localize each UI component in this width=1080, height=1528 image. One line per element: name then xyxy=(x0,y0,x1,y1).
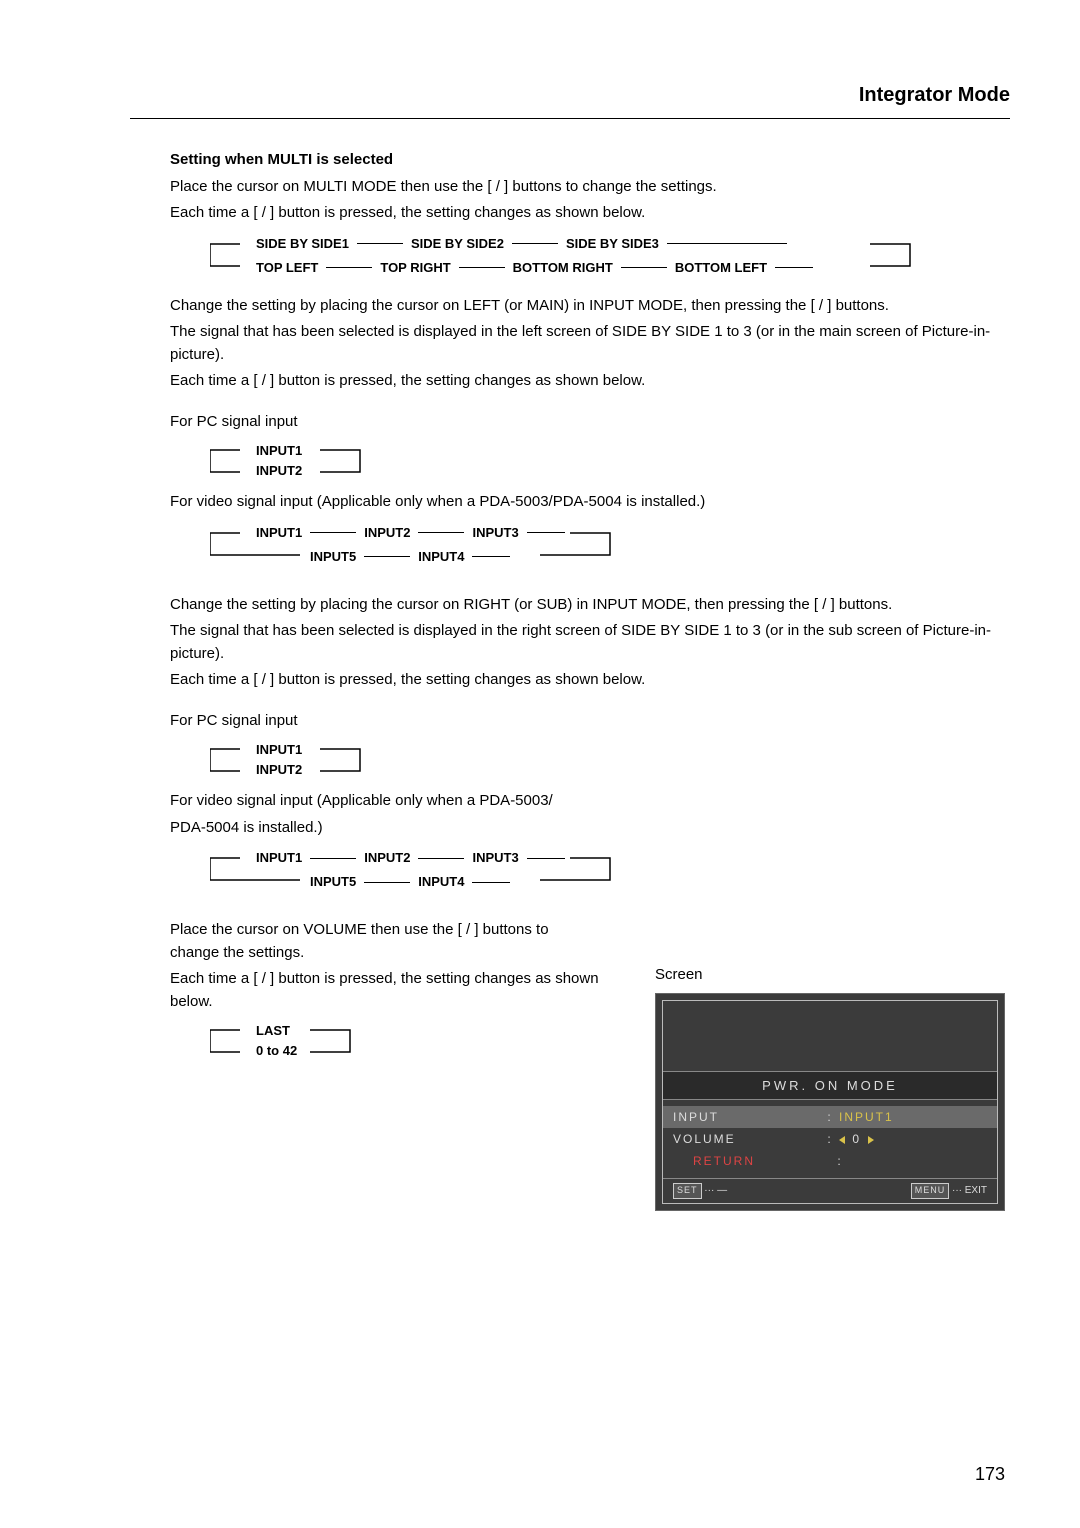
section-line1: Place the cursor on MULTI MODE then use … xyxy=(170,176,1010,199)
flow-item: INPUT5 xyxy=(310,872,356,892)
flow-item: SIDE BY SIDE1 xyxy=(256,234,349,254)
flow-item: INPUT1 xyxy=(256,441,302,461)
flow-item: INPUT2 xyxy=(364,523,410,543)
flow-pc-input-2: INPUT1 INPUT2 xyxy=(210,740,1010,780)
screen-row-input: INPUT : INPUT1 xyxy=(663,1106,997,1128)
flow-pc-input: INPUT1 INPUT2 xyxy=(210,441,1010,481)
screen-val: 0 xyxy=(839,1130,987,1148)
pc-signal-label-2: For PC signal input xyxy=(170,710,1010,733)
flow-item: INPUT1 xyxy=(256,523,302,543)
flow-item: INPUT3 xyxy=(472,848,518,868)
flow-item: INPUT4 xyxy=(418,872,464,892)
flow-video-input: INPUT1 INPUT2 INPUT3 INPUT5 INPUT4 xyxy=(210,522,1010,566)
video-signal-label-1: For video signal input (Applicable only … xyxy=(170,491,1010,514)
flow-item: SIDE BY SIDE3 xyxy=(566,234,659,254)
flow-item: INPUT3 xyxy=(472,523,518,543)
para4-l2: Each time a [ / ] button is pressed, the… xyxy=(170,968,600,1013)
flow-multi-mode: SIDE BY SIDE1 SIDE BY SIDE2 SIDE BY SIDE… xyxy=(210,233,1010,277)
flow-item: TOP RIGHT xyxy=(380,258,450,278)
screen-return: RETURN xyxy=(673,1152,831,1170)
page-title: Integrator Mode xyxy=(130,80,1010,110)
flow-item: INPUT2 xyxy=(364,848,410,868)
screen-row-return: RETURN : xyxy=(663,1150,997,1172)
flow-item: INPUT5 xyxy=(310,547,356,567)
flow-item: SIDE BY SIDE2 xyxy=(411,234,504,254)
video-signal-label-2b: PDA-5004 is installed.) xyxy=(170,817,1010,840)
title-rule xyxy=(130,118,1010,119)
section-heading: Setting when MULTI is selected xyxy=(170,149,1010,172)
para3-l3: Each time a [ / ] button is pressed, the… xyxy=(170,669,1010,692)
flow-item: INPUT2 xyxy=(256,461,302,481)
screen-title: PWR. ON MODE xyxy=(663,1071,997,1101)
screen-preview: Screen PWR. ON MODE INPUT : INPUT1 VOLUM… xyxy=(655,964,1005,1211)
page-number: 173 xyxy=(975,1461,1005,1488)
screen-vol-value: 0 xyxy=(852,1132,861,1146)
screen-val: INPUT1 xyxy=(839,1108,987,1126)
menu-button-icon: MENU xyxy=(911,1183,950,1199)
section-line2: Each time a [ / ] button is pressed, the… xyxy=(170,202,1010,225)
footer-exit: EXIT xyxy=(965,1185,987,1196)
para2-l1: Change the setting by placing the cursor… xyxy=(170,295,1010,318)
flow-item: INPUT1 xyxy=(256,740,302,760)
screen-row-volume: VOLUME : 0 xyxy=(663,1128,997,1150)
flow-item: INPUT2 xyxy=(256,760,302,780)
flow-item: BOTTOM RIGHT xyxy=(513,258,613,278)
screen-label: Screen xyxy=(655,964,1005,987)
para-volume: Place the cursor on VOLUME then use the … xyxy=(170,919,600,1013)
para2-l2: The signal that has been selected is dis… xyxy=(170,321,1010,366)
para2-l3: Each time a [ / ] button is pressed, the… xyxy=(170,370,1010,393)
screen-footer: SET ··· — MENU ··· EXIT xyxy=(663,1178,997,1203)
flow-item: INPUT1 xyxy=(256,848,302,868)
para3-l1: Change the setting by placing the cursor… xyxy=(170,594,1010,617)
flow-item: 0 to 42 xyxy=(256,1041,297,1061)
screen-box: PWR. ON MODE INPUT : INPUT1 VOLUME : 0 R… xyxy=(655,993,1005,1211)
para-left-main: Change the setting by placing the cursor… xyxy=(170,295,1010,393)
pc-signal-label: For PC signal input xyxy=(170,411,1010,434)
triangle-left-icon xyxy=(839,1136,845,1144)
screen-key: INPUT xyxy=(673,1108,821,1126)
set-button-icon: SET xyxy=(673,1183,702,1199)
screen-key: VOLUME xyxy=(673,1130,821,1148)
para3-l2: The signal that has been selected is dis… xyxy=(170,620,1010,665)
flow-item: BOTTOM LEFT xyxy=(675,258,767,278)
para-right-sub: Change the setting by placing the cursor… xyxy=(170,594,1010,692)
footer-dots: ··· — xyxy=(704,1185,727,1196)
para4-l1: Place the cursor on VOLUME then use the … xyxy=(170,919,600,964)
footer-dots: ··· xyxy=(952,1185,962,1196)
flow-item: LAST xyxy=(256,1021,290,1041)
flow-item: TOP LEFT xyxy=(256,258,318,278)
content-area: Setting when MULTI is selected Place the… xyxy=(130,149,1010,1061)
video-signal-label-2a: For video signal input (Applicable only … xyxy=(170,790,1010,813)
flow-item: INPUT4 xyxy=(418,547,464,567)
flow-video-input-2: INPUT1 INPUT2 INPUT3 INPUT5 INPUT4 xyxy=(210,847,1010,891)
triangle-right-icon xyxy=(868,1136,874,1144)
